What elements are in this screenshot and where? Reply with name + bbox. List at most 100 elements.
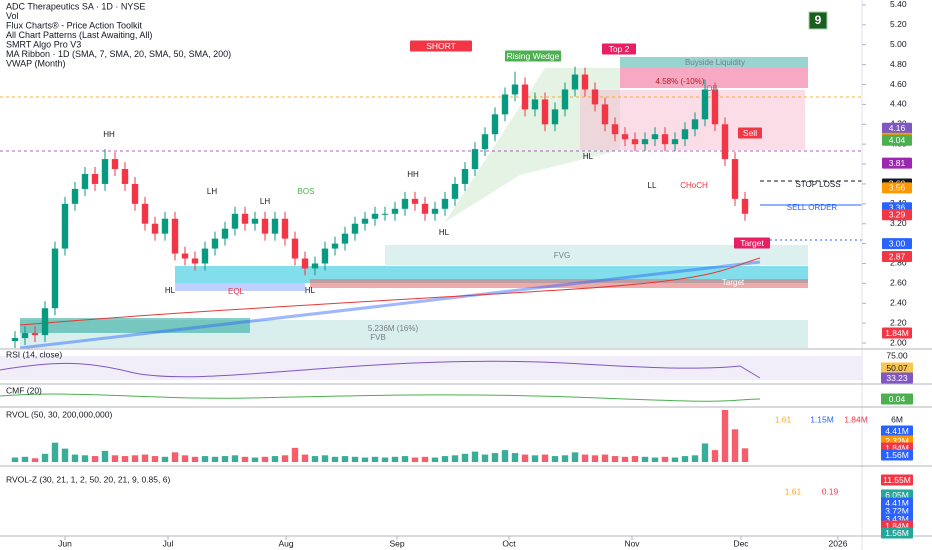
pane-label: 0.04	[889, 394, 906, 404]
annotation: Buyside Liquidity	[685, 58, 745, 67]
volume-bar	[571, 452, 579, 462]
candle-body	[341, 233, 349, 244]
y-tick-label: 4.80	[890, 59, 907, 69]
candle-body	[571, 74, 579, 90]
candle-body	[81, 174, 89, 189]
volume-bar	[631, 456, 639, 462]
pane-label-bg	[881, 449, 913, 461]
annotation: LL	[648, 181, 657, 190]
volume-bar	[461, 453, 469, 462]
volume-bar	[51, 442, 59, 462]
header-line: ADC Therapeutics SA · 1D · NYSE	[6, 1, 145, 11]
candle-body	[281, 218, 289, 239]
candle-body	[311, 263, 319, 269]
volume-bar	[241, 456, 249, 462]
candle-body	[21, 333, 29, 339]
pane-label: 4.41M	[885, 498, 909, 508]
pane-label: 1.84M	[885, 521, 909, 531]
annotation: Sell	[743, 128, 757, 138]
candle-body	[101, 159, 109, 184]
header-line: VWAP (Month)	[6, 58, 66, 68]
cyan-zone	[175, 266, 808, 283]
price-badge-bg	[882, 209, 912, 221]
volume-bar	[251, 457, 259, 462]
volume-bar	[601, 454, 609, 462]
volume-bar	[551, 456, 559, 462]
pane-label-bg	[881, 474, 913, 486]
volume-bar	[691, 455, 699, 462]
candle-body	[551, 109, 559, 125]
header-line: Flux Charts® - Price Action Toolkit	[6, 20, 143, 30]
candle-body	[601, 104, 609, 125]
pane-label: 1.61	[775, 414, 792, 424]
pane-label: 11.55M	[883, 475, 911, 485]
volume-bar	[741, 448, 749, 462]
volume-bar	[441, 456, 449, 462]
volume-badge-bg	[882, 327, 912, 339]
annotation: HL	[305, 286, 316, 295]
candle-body	[61, 203, 69, 249]
x-tick-label: Oct	[502, 538, 516, 548]
volume-bar	[471, 451, 479, 462]
header-line: SMRT Algo Pro V3	[6, 39, 81, 49]
y-tick-label: 2.80	[890, 258, 907, 268]
candle-body	[381, 213, 389, 215]
candle-body	[611, 124, 619, 135]
candle-body	[271, 218, 279, 234]
candle-body	[141, 203, 149, 224]
candle-body	[161, 218, 169, 234]
candle-body	[231, 213, 239, 229]
volume-bar	[191, 456, 199, 462]
volume-bar	[31, 458, 39, 462]
annotation-bg	[410, 40, 472, 52]
candle-body	[391, 208, 399, 214]
pane-label-bg	[881, 425, 913, 437]
volume-bar	[411, 457, 419, 462]
candle-body	[301, 258, 309, 269]
annotation: FVB	[370, 333, 386, 342]
pane-label: 1.61	[785, 486, 802, 496]
candle-body	[11, 338, 19, 342]
volume-bar	[41, 453, 49, 462]
annotation: Target	[722, 278, 745, 287]
annotation: EQL	[228, 287, 245, 296]
price-badge: 3.36	[889, 203, 906, 213]
pane-title: RVOL-Z (30, 21, 1, 2, 50, 20, 21, 9, 0.8…	[6, 474, 170, 484]
pane-label-bg	[881, 393, 913, 405]
pane-label: 6.05M	[885, 490, 909, 500]
candle-body	[741, 198, 749, 214]
candle-body	[421, 203, 429, 214]
annotation: CHoCH	[680, 181, 708, 190]
annotation: SHORT	[426, 41, 456, 51]
price-badge: 2.87	[889, 251, 906, 261]
candle-body	[451, 183, 459, 199]
annotation: HH	[407, 170, 419, 179]
annotation: Target	[740, 238, 764, 248]
volume-bar	[161, 456, 169, 462]
volume-bar	[261, 456, 269, 462]
candle-body	[261, 218, 269, 234]
candle-body	[481, 134, 489, 150]
candle-body	[491, 114, 499, 135]
annotation-bg	[505, 50, 561, 62]
volume-bar	[621, 456, 629, 462]
candle-body	[361, 218, 369, 224]
candle-body	[731, 159, 739, 199]
pane-title: RVOL (50, 30, 200,000,000)	[6, 409, 112, 419]
price-badge: 3.81	[889, 158, 906, 168]
volume-bar	[701, 443, 709, 462]
volume-bar	[331, 456, 339, 462]
annotation: 4.58% (-10%)	[656, 77, 705, 86]
candle-body	[531, 99, 539, 110]
candle-body	[721, 124, 729, 160]
candle-body	[401, 198, 409, 209]
price-badge: 3.00	[889, 238, 906, 248]
candle-body	[321, 248, 329, 264]
pane-label-bg	[881, 372, 913, 384]
candle-body	[621, 134, 629, 140]
trend-line	[19, 260, 761, 350]
pane-label: 6M	[891, 414, 903, 424]
y-tick-label: 4.60	[890, 79, 907, 89]
volume-bar	[311, 456, 319, 462]
candle-body	[711, 89, 719, 125]
